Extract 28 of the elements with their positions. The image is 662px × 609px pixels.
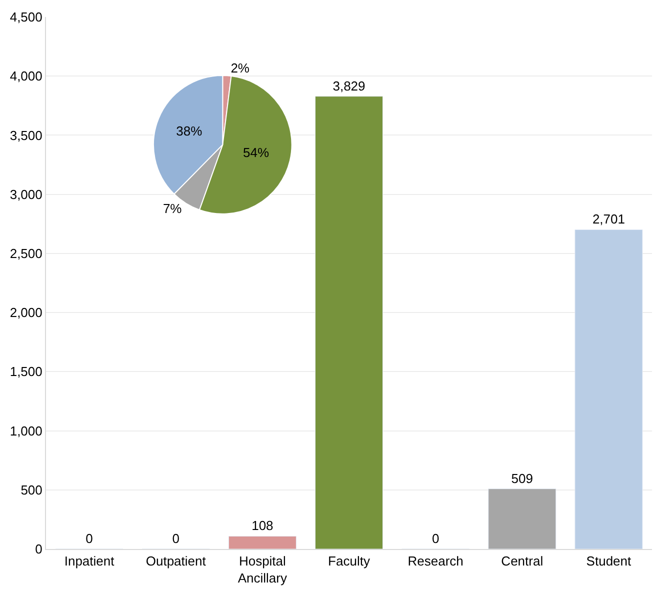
y-tick-label: 3,500 bbox=[10, 128, 42, 143]
y-tick-label: 500 bbox=[20, 482, 42, 498]
x-tick-label: Outpatient bbox=[146, 554, 206, 569]
data-label: 0 bbox=[172, 531, 180, 546]
y-tick-label: 4,500 bbox=[10, 10, 42, 25]
data-label: 108 bbox=[252, 518, 274, 534]
data-label: 2% bbox=[230, 60, 250, 76]
x-tick-label: Research bbox=[408, 554, 464, 569]
x-tick-label: Hospital Ancillary bbox=[238, 554, 288, 586]
data-label: 54% bbox=[243, 145, 270, 160]
y-tick-label: 2,000 bbox=[10, 305, 42, 320]
x-tick-label: Faculty bbox=[328, 554, 370, 569]
data-label: 2,701 bbox=[592, 212, 625, 227]
y-tick-label: 0 bbox=[35, 542, 42, 557]
x-tick-label: Central bbox=[501, 554, 544, 569]
y-tick-label: 3,000 bbox=[10, 186, 42, 202]
data-label: 0 bbox=[86, 531, 93, 546]
data-label: 509 bbox=[511, 470, 533, 486]
y-tick-label: 1,000 bbox=[10, 423, 42, 438]
data-label: 38% bbox=[176, 124, 203, 139]
y-tick-label: 4,000 bbox=[10, 68, 42, 84]
y-tick-label: 2,500 bbox=[10, 246, 42, 261]
data-label: 7% bbox=[162, 201, 182, 216]
y-tick-label: 1,500 bbox=[10, 364, 42, 380]
x-tick-label: Student bbox=[586, 554, 632, 569]
x-tick-label: Inpatient bbox=[64, 554, 115, 569]
data-label: 0 bbox=[432, 531, 440, 546]
data-label: 3,829 bbox=[332, 78, 366, 94]
